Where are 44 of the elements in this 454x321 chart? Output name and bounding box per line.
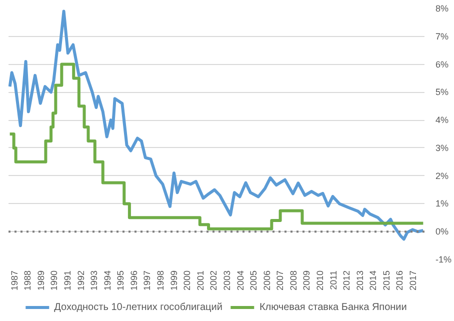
y-tick-label: 6%	[436, 59, 449, 70]
x-tick-label: 2004	[235, 270, 246, 291]
x-tick-label: 2017	[408, 270, 418, 291]
y-tick-label: 7%	[436, 31, 449, 42]
x-tick-label: 2001	[195, 270, 206, 291]
legend-label: Ключевая ставка Банка Японии	[259, 302, 407, 312]
x-tick-label: 2005	[248, 270, 259, 291]
x-tick-label: 1999	[168, 270, 179, 291]
x-tick-label: 2008	[288, 270, 298, 291]
x-tick-label: 2009	[302, 270, 312, 291]
x-tick-label: 1990	[49, 270, 60, 291]
x-tick-label: 2003	[222, 270, 232, 291]
x-tick-label: 1991	[62, 270, 72, 291]
x-tick-label: 1998	[156, 270, 166, 291]
x-tick-label: 2010	[315, 270, 326, 291]
x-tick-label: 2007	[275, 270, 286, 291]
x-tick-label: 2012	[342, 270, 352, 291]
x-tick-label: 2002	[208, 270, 219, 291]
y-tick-label: 4%	[436, 115, 449, 126]
x-tick-label: 1994	[102, 270, 112, 291]
x-tick-label: 2014	[368, 270, 378, 291]
x-tick-label: 2006	[262, 270, 272, 291]
x-tick-label: 1993	[89, 270, 100, 291]
x-tick-label: 1997	[142, 270, 152, 291]
y-tick-label: 1%	[436, 198, 449, 209]
line-series	[8, 10, 424, 241]
y-tick-label: -1%	[436, 254, 452, 264]
x-tick-label: 1987	[9, 270, 20, 291]
legend-label: Доходность 10-летних гособлигаций	[54, 302, 222, 312]
y-tick-label: 8%	[436, 4, 449, 14]
x-tick-label: 2000	[182, 270, 192, 291]
x-tick-label: 1996	[128, 270, 139, 291]
x-tick-label: 1988	[22, 270, 33, 291]
x-tick-label: 1992	[76, 270, 86, 291]
y-tick-label: 3%	[436, 142, 449, 153]
y-tick-label: 0%	[436, 226, 449, 237]
x-tick-label: 2016	[394, 270, 405, 291]
y-tick-label: 5%	[436, 87, 449, 98]
x-tick-label: 2015	[381, 270, 392, 291]
x-tick-label: 2013	[354, 270, 365, 291]
x-tick-label: 1989	[36, 270, 46, 291]
x-tick-label: 2011	[328, 270, 338, 290]
x-tick-label: 1995	[116, 270, 126, 291]
y-tick-label: 2%	[436, 170, 449, 181]
